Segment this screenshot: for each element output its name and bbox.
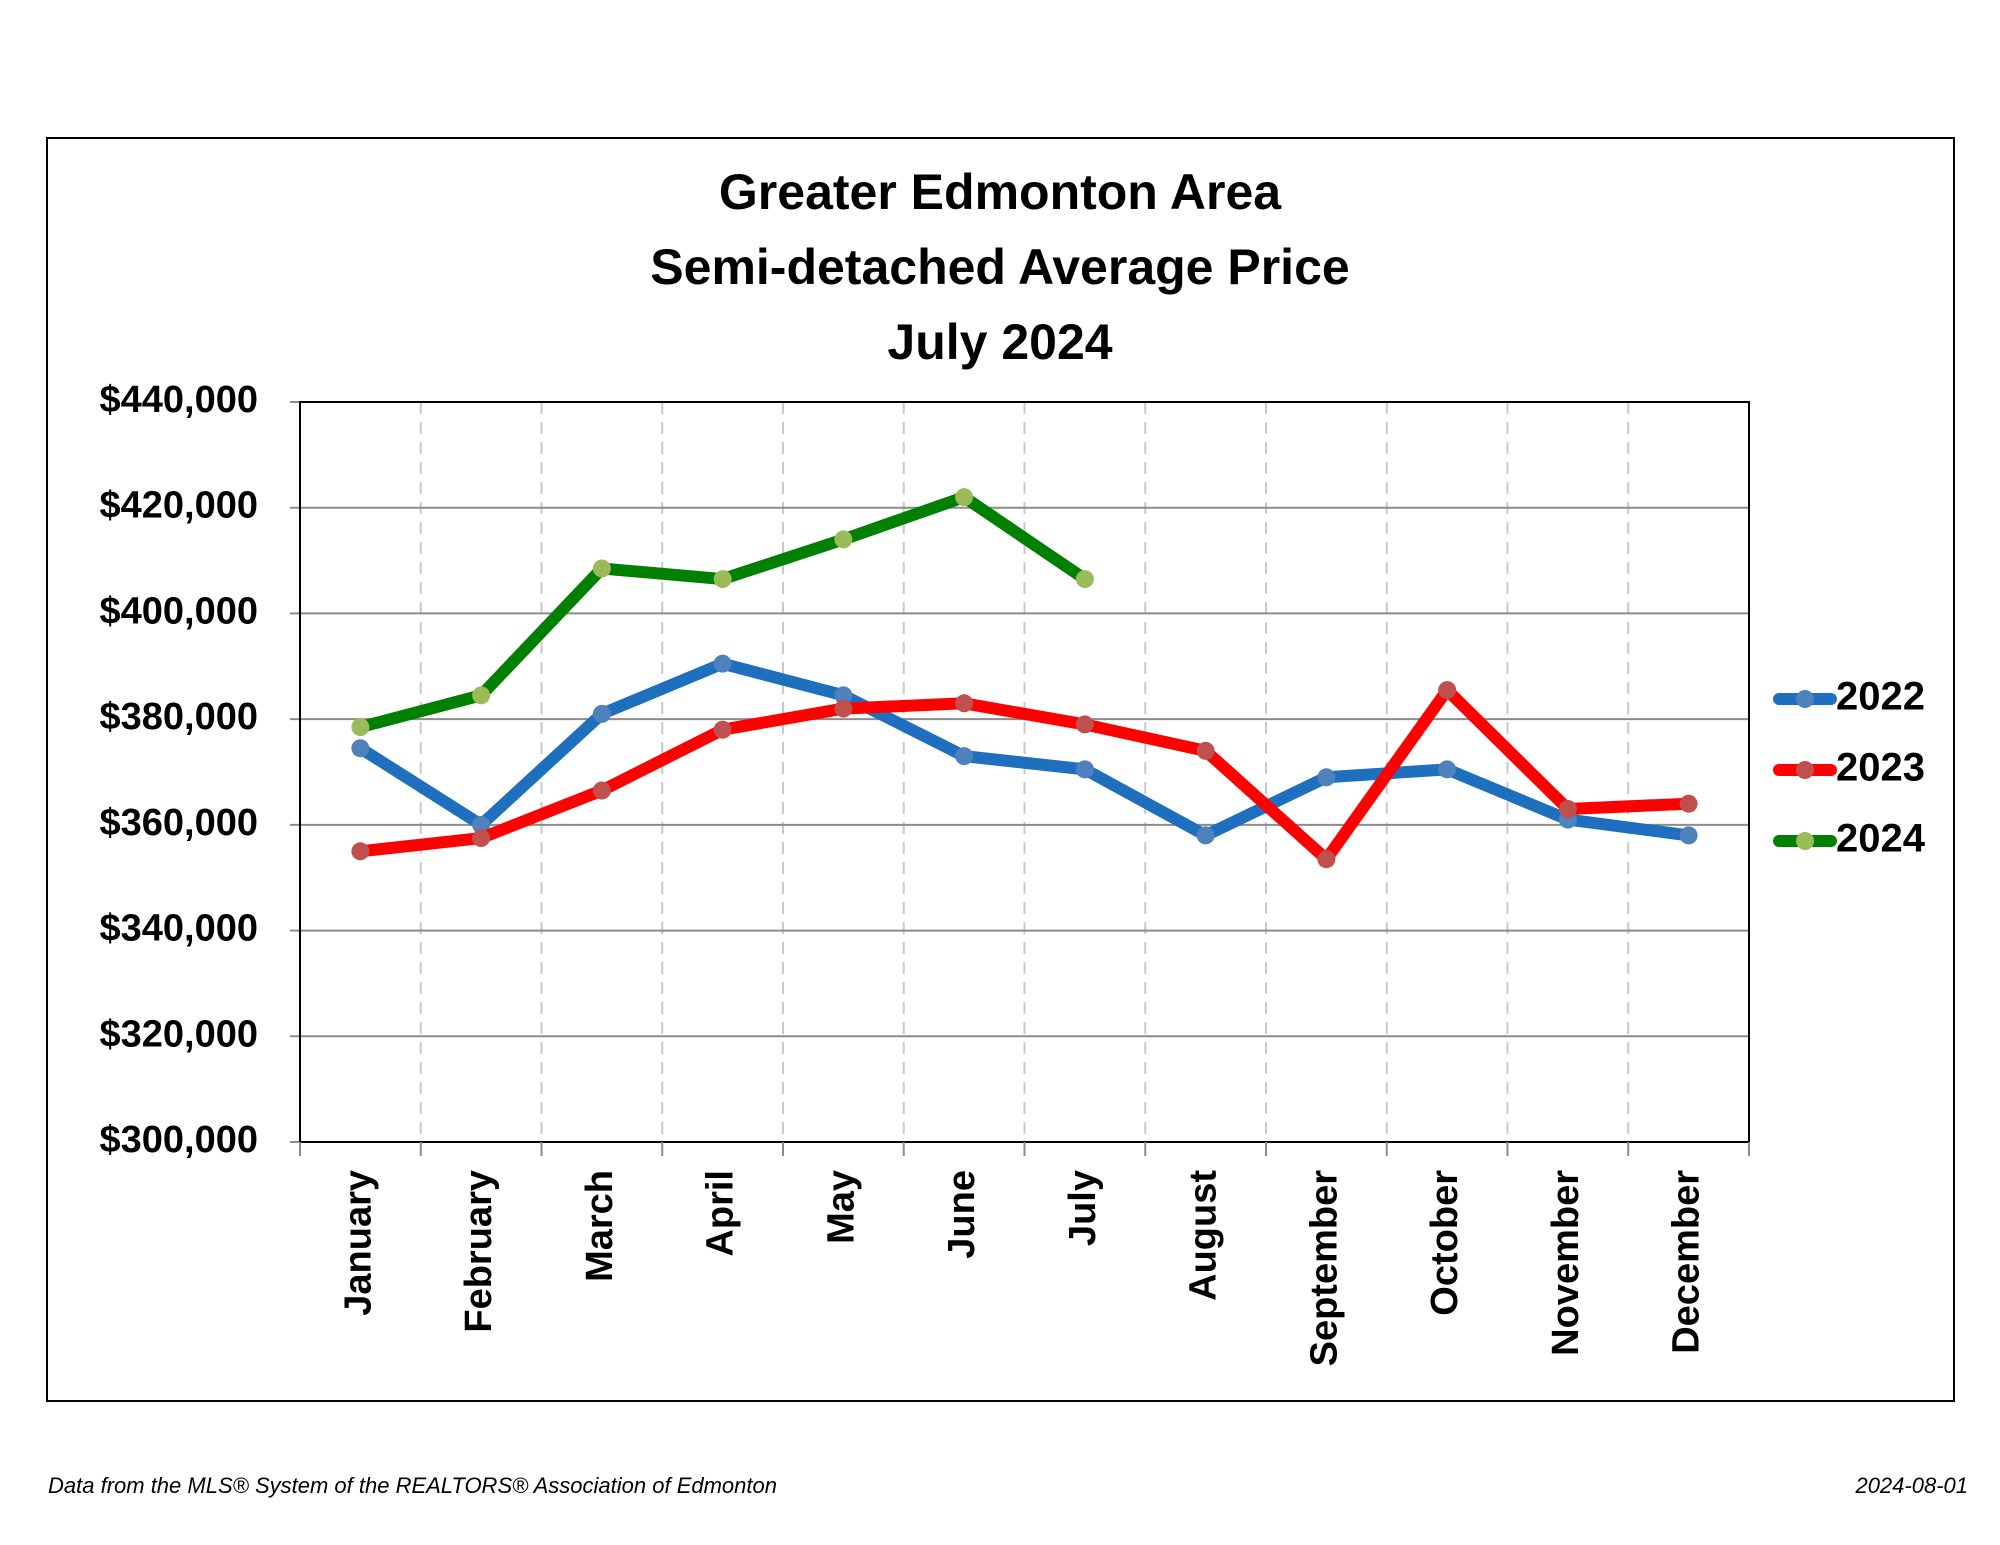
y-tick-label: $300,000 (100, 1119, 259, 1161)
series-marker (351, 739, 370, 758)
y-tick-label: $420,000 (100, 485, 259, 527)
x-tick-label: December (1666, 1170, 1708, 1354)
series-marker (592, 781, 611, 800)
footer-source: Data from the MLS® System of the REALTOR… (48, 1473, 777, 1498)
series-marker (472, 829, 491, 848)
legend-marker (1796, 832, 1814, 850)
series-marker (1196, 741, 1215, 760)
chart-subtitle: July 2024 (887, 314, 1112, 370)
legend-label: 2023 (1836, 746, 1925, 790)
series-marker (1438, 681, 1457, 700)
series-marker (955, 488, 974, 507)
x-tick-label: July (1062, 1170, 1104, 1246)
series-marker (1075, 570, 1094, 589)
series-marker (1317, 768, 1336, 787)
y-tick-label: $320,000 (100, 1013, 259, 1055)
series-marker (1075, 715, 1094, 734)
legend-label: 2022 (1836, 675, 1925, 719)
series-marker (834, 686, 853, 705)
series-marker (955, 694, 974, 713)
chart-subtitle: Semi-detached Average Price (650, 239, 1349, 295)
series-marker (1679, 826, 1698, 845)
series-marker (351, 718, 370, 737)
series-line (354, 684, 1695, 866)
y-tick-label: $440,000 (100, 379, 259, 421)
series-marker (1196, 826, 1215, 845)
x-tick-label: September (1303, 1170, 1345, 1367)
series-marker (713, 654, 732, 673)
series-marker (955, 747, 974, 766)
series-marker (713, 570, 732, 589)
series-marker (1438, 760, 1457, 779)
legend-marker (1796, 690, 1814, 708)
series-marker (472, 815, 491, 834)
series-marker (834, 530, 853, 549)
series-line (354, 657, 1695, 842)
series-marker (472, 686, 491, 705)
x-tick-label: June (941, 1170, 983, 1259)
series-marker (713, 720, 732, 739)
x-tick-label: May (820, 1170, 862, 1244)
y-tick-label: $380,000 (100, 696, 259, 738)
series-marker (1317, 850, 1336, 869)
x-tick-label: August (1183, 1170, 1225, 1301)
legend-label: 2024 (1836, 817, 1926, 861)
series-marker (351, 842, 370, 861)
series-marker (1558, 800, 1577, 818)
x-tick-label: November (1545, 1170, 1587, 1356)
series-marker (1075, 760, 1094, 779)
x-tick-label: October (1424, 1170, 1466, 1316)
y-tick-label: $360,000 (100, 802, 259, 844)
chart-title: Greater Edmonton Area (719, 164, 1282, 220)
x-tick-label: January (337, 1170, 379, 1316)
x-tick-label: April (700, 1170, 742, 1257)
series-marker (834, 699, 853, 718)
legend-marker (1796, 761, 1814, 779)
y-tick-label: $400,000 (100, 590, 259, 632)
footer-date: 2024-08-01 (1854, 1473, 1968, 1498)
series-marker (1679, 794, 1698, 813)
y-tick-label: $340,000 (100, 908, 259, 950)
series-marker (592, 559, 611, 578)
x-tick-label: February (458, 1170, 500, 1333)
series-marker (592, 704, 611, 723)
x-tick-label: March (579, 1170, 621, 1282)
